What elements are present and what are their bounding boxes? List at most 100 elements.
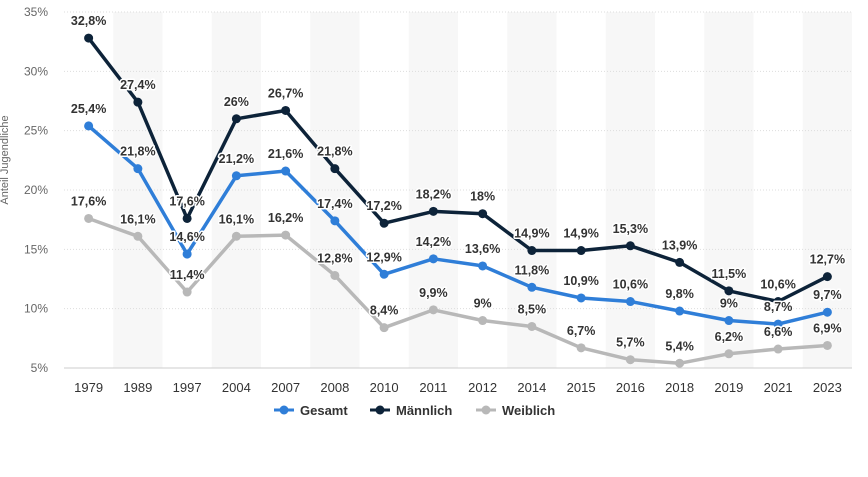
x-tick-label: 2016 <box>616 380 645 395</box>
data-label-weiblich: 5,4% <box>665 339 694 353</box>
legend-item-männlich[interactable]: Männlich <box>370 403 452 418</box>
data-label-gesamt: 9% <box>720 297 738 311</box>
data-label-weiblich: 16,1% <box>219 212 254 226</box>
data-point-männlich <box>428 206 438 216</box>
data-label-gesamt: 9,7% <box>813 288 842 302</box>
data-label-gesamt: 10,6% <box>613 278 648 292</box>
data-point-gesamt <box>724 316 734 326</box>
data-point-weiblich <box>231 231 241 241</box>
x-tick-label: 2023 <box>813 380 842 395</box>
data-point-weiblich <box>527 321 537 331</box>
data-label-männlich: 27,4% <box>120 78 155 92</box>
data-label-weiblich: 8,5% <box>518 302 547 316</box>
data-point-gesamt <box>773 319 783 329</box>
data-point-männlich <box>576 246 586 256</box>
x-tick-label: 1989 <box>123 380 152 395</box>
series-points <box>84 33 832 368</box>
data-label-männlich: 18% <box>470 190 495 204</box>
y-tick-label: 15% <box>24 242 48 256</box>
data-point-männlich <box>379 218 389 228</box>
y-tick-label: 10% <box>24 302 48 316</box>
x-tick-label: 2011 <box>419 380 447 395</box>
data-point-gesamt <box>527 282 537 292</box>
data-point-männlich <box>133 97 143 107</box>
data-point-männlich <box>773 297 783 307</box>
data-point-gesamt <box>379 269 389 279</box>
x-tick-label: 2010 <box>370 380 399 395</box>
data-label-männlich: 18,2% <box>416 187 451 201</box>
data-label-gesamt: 8,7% <box>764 300 793 314</box>
data-label-männlich: 21,8% <box>317 145 352 159</box>
data-label-männlich: 11,5% <box>711 267 746 281</box>
data-point-weiblich <box>379 323 389 333</box>
data-label-männlich: 26% <box>224 95 249 109</box>
data-label-männlich: 13,9% <box>662 238 697 252</box>
data-point-männlich <box>330 164 340 174</box>
legend-item-weiblich[interactable]: Weiblich <box>476 403 555 418</box>
data-point-gesamt <box>428 254 438 264</box>
data-point-weiblich <box>675 358 685 368</box>
data-label-weiblich: 12,8% <box>317 251 352 265</box>
data-label-männlich: 17,2% <box>366 199 401 213</box>
x-tick-label: 1997 <box>173 380 202 395</box>
data-label-männlich: 17,6% <box>169 194 204 208</box>
data-label-gesamt: 9,8% <box>665 287 694 301</box>
legend-marker <box>279 405 289 415</box>
column-band <box>211 12 261 368</box>
legend-item-gesamt[interactable]: Gesamt <box>274 403 348 418</box>
x-tick-label: 2007 <box>271 380 300 395</box>
data-label-gesamt: 21,6% <box>268 147 303 161</box>
column-band <box>507 12 557 368</box>
legend-marker <box>375 405 385 415</box>
x-tick-label: 2012 <box>468 380 497 395</box>
data-point-weiblich <box>724 349 734 359</box>
x-tick-label: 2008 <box>320 380 349 395</box>
data-point-gesamt <box>675 306 685 316</box>
y-axis-title: Anteil Jugendliche <box>0 115 11 204</box>
data-point-weiblich <box>773 344 783 354</box>
data-label-weiblich: 6,9% <box>813 321 842 335</box>
x-tick-label: 2018 <box>665 380 694 395</box>
data-point-männlich <box>182 213 192 223</box>
y-tick-label: 35% <box>24 5 48 19</box>
data-point-männlich <box>478 209 488 219</box>
data-point-weiblich <box>133 231 143 241</box>
data-label-männlich: 10,6% <box>760 278 795 292</box>
data-label-weiblich: 6,2% <box>715 330 744 344</box>
data-label-gesamt: 25,4% <box>71 102 106 116</box>
y-axis-ticks: 5% 10% 15% 20% 25% 30% 35% <box>24 5 48 375</box>
data-point-männlich <box>724 286 734 296</box>
data-labels: 17,6% 16,1% 11,4% 16,1% 16,2% 12,8% 8,4% 9,9% 9%… <box>69 13 846 355</box>
data-point-männlich <box>231 114 241 124</box>
data-point-weiblich <box>84 213 94 223</box>
data-point-männlich <box>822 272 832 282</box>
data-label-weiblich: 8,4% <box>370 304 399 318</box>
data-label-männlich: 26,7% <box>268 86 303 100</box>
data-point-männlich <box>84 33 94 43</box>
x-tick-label: 2021 <box>764 380 793 395</box>
data-label-weiblich: 5,7% <box>616 336 645 350</box>
data-point-gesamt <box>576 293 586 303</box>
y-tick-label: 25% <box>24 124 48 138</box>
column-band <box>113 12 163 368</box>
data-point-gesamt <box>133 164 143 174</box>
data-point-weiblich <box>576 343 586 353</box>
data-label-gesamt: 14,2% <box>416 235 451 249</box>
data-label-gesamt: 21,8% <box>120 145 155 159</box>
data-label-gesamt: 10,9% <box>563 274 598 288</box>
gridlines <box>64 11 852 369</box>
legend-label: Weiblich <box>502 403 555 418</box>
data-label-männlich: 14,9% <box>563 227 598 241</box>
x-tick-label: 2004 <box>222 380 251 395</box>
data-label-gesamt: 17,4% <box>317 197 352 211</box>
data-label-gesamt: 13,6% <box>465 242 500 256</box>
data-label-weiblich: 16,2% <box>268 211 303 225</box>
data-label-männlich: 12,7% <box>810 253 845 267</box>
data-point-weiblich <box>182 287 192 297</box>
data-point-gesamt <box>330 216 340 226</box>
data-label-männlich: 15,3% <box>613 222 648 236</box>
legend[interactable]: Gesamt Männlich Weiblich <box>274 403 555 418</box>
data-label-weiblich: 6,6% <box>764 325 793 339</box>
y-tick-label: 20% <box>24 183 48 197</box>
